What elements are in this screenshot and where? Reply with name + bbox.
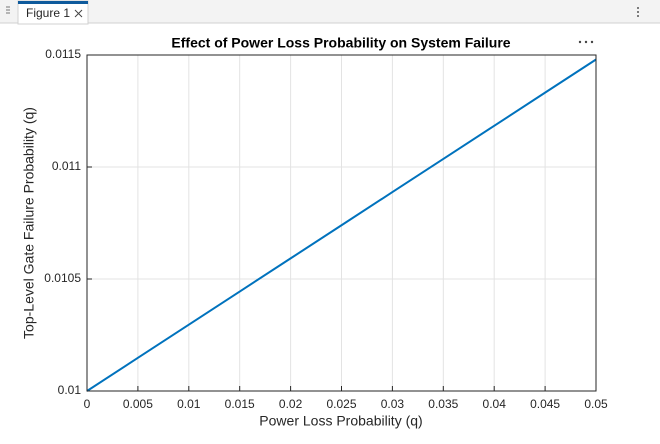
x-tick-label: 0.015 (225, 397, 255, 411)
figure-tab[interactable]: Figure 1 (17, 0, 89, 25)
tab-close[interactable] (74, 9, 83, 18)
y-tick-label: 0.0105 (44, 271, 81, 285)
data-line (86, 58, 597, 392)
y-axis-label: Top-Level Gate Failure Probability (q) (21, 107, 37, 339)
x-tick-label: 0.01 (177, 397, 201, 411)
x-tick-label: 0 (84, 397, 91, 411)
tab-label: Figure 1 (26, 6, 70, 20)
x-tick-label: 0.045 (530, 397, 560, 411)
marks (86, 58, 597, 392)
axes-toolbar[interactable] (578, 40, 594, 44)
x-tick-label: 0.02 (279, 397, 303, 411)
y-tick-label: 0.0115 (45, 47, 81, 61)
y-tick-label: 0.01 (58, 383, 82, 397)
x-axis-label: Power Loss Probability (q) (259, 413, 422, 429)
axes-box (86, 54, 597, 392)
y-tick-label: 0.011 (52, 159, 81, 173)
chart-title: Effect of Power Loss Probability on Syst… (171, 35, 510, 51)
x-tick-label: 0.04 (483, 397, 507, 411)
x-tick-label: 0.005 (123, 397, 153, 411)
window-menu[interactable] (637, 7, 639, 17)
tab-bar (0, 0, 660, 23)
x-tick-label: 0.05 (584, 397, 608, 411)
tab-menu-icon[interactable] (6, 6, 10, 14)
x-tick-label: 0.035 (428, 397, 458, 411)
x-tick-label: 0.025 (326, 397, 356, 411)
x-tick-label: 0.03 (381, 397, 405, 411)
